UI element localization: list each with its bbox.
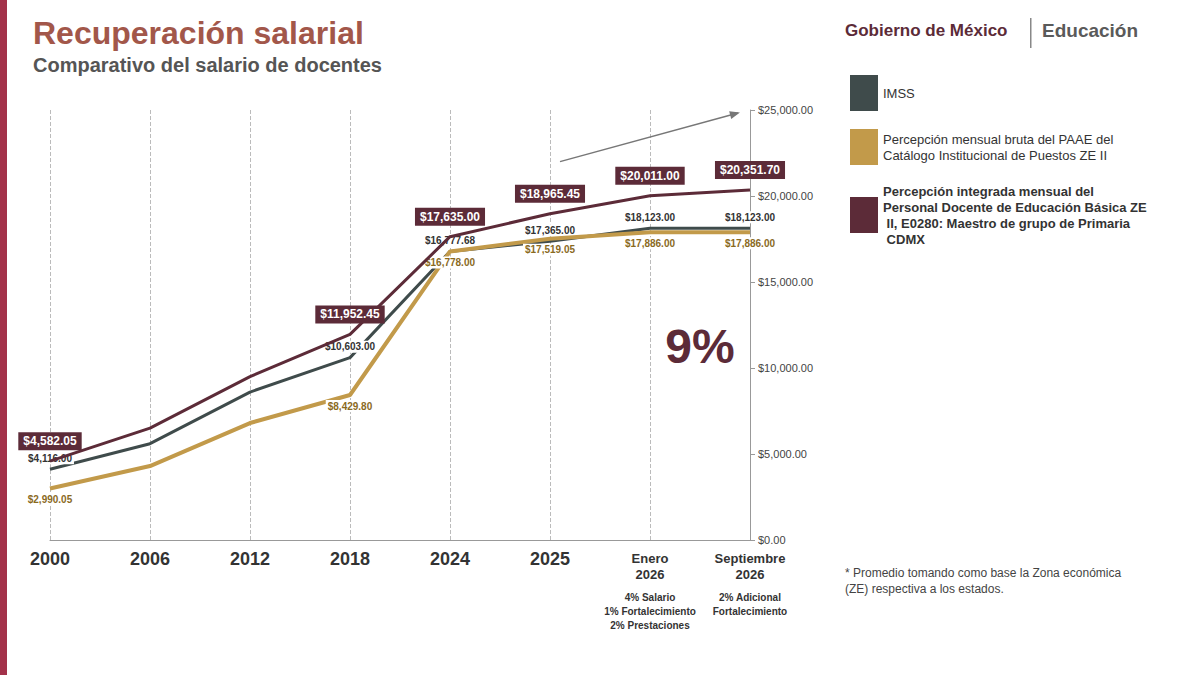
- svg-text:$0.00: $0.00: [758, 534, 786, 546]
- svg-text:$16,778.00: $16,778.00: [425, 257, 475, 268]
- svg-text:2026: 2026: [636, 567, 665, 582]
- svg-text:2018: 2018: [330, 549, 370, 569]
- svg-text:Percepción integrada mensual d: Percepción integrada mensual del: [883, 184, 1098, 199]
- svg-text:Comparativo del salario de doc: Comparativo del salario de docentes: [33, 54, 382, 76]
- svg-text:$8,429.80: $8,429.80: [328, 401, 373, 412]
- svg-text:2006: 2006: [130, 549, 170, 569]
- svg-text:$20,011.00: $20,011.00: [620, 169, 680, 183]
- svg-text:$17,519.05: $17,519.05: [525, 244, 575, 255]
- svg-text:$10,603.00: $10,603.00: [325, 341, 375, 353]
- svg-text:* Promedio tomando como base l: * Promedio tomando como base la Zona eco…: [845, 566, 1125, 580]
- svg-text:Fortalecimiento: Fortalecimiento: [713, 606, 787, 617]
- svg-text:$11,952.45: $11,952.45: [320, 307, 380, 321]
- svg-text:$18,123.00: $18,123.00: [725, 212, 775, 223]
- svg-text:2024: 2024: [430, 549, 470, 569]
- svg-text:2025: 2025: [530, 549, 570, 569]
- svg-text:$16,777.68: $16,777.68: [425, 234, 475, 246]
- svg-text:$4,116.00: $4,116.00: [28, 453, 72, 464]
- svg-text:Septiembre: Septiembre: [715, 551, 786, 566]
- svg-text:2026: 2026: [736, 567, 765, 582]
- svg-text:$17,365.00: $17,365.00: [525, 225, 575, 236]
- svg-text:(ZE) respectiva a los estados.: (ZE) respectiva a los estados.: [845, 582, 1004, 596]
- svg-text:$25,000.00: $25,000.00: [758, 104, 813, 116]
- svg-text:$17,635.00: $17,635.00: [420, 210, 480, 224]
- svg-text:4% Salario: 4% Salario: [625, 592, 676, 603]
- svg-text:2000: 2000: [30, 549, 70, 569]
- svg-text:9%: 9%: [665, 320, 734, 373]
- svg-text:$18,965.45: $18,965.45: [520, 187, 580, 201]
- svg-text:$5,000.00: $5,000.00: [758, 448, 807, 460]
- svg-text:CDMX: CDMX: [883, 232, 925, 247]
- svg-text:Recuperación salarial: Recuperación salarial: [33, 15, 364, 51]
- svg-text:$20,000.00: $20,000.00: [758, 190, 813, 202]
- svg-text:2012: 2012: [230, 549, 270, 569]
- svg-text:$10,000.00: $10,000.00: [758, 362, 813, 374]
- svg-text:Percepción mensual bruta del P: Percepción mensual bruta del PAAE del: [883, 132, 1117, 147]
- svg-text:$15,000.00: $15,000.00: [758, 276, 813, 288]
- svg-text:Educación: Educación: [1042, 20, 1138, 41]
- svg-text:$2,990.05: $2,990.05: [28, 494, 73, 505]
- svg-text:1% Fortalecimiento: 1% Fortalecimiento: [604, 606, 696, 617]
- svg-text:Gobierno de México: Gobierno de México: [845, 21, 1007, 40]
- svg-text:II, E0280: Maestro de grupo de: II, E0280: Maestro de grupo de Primaria: [883, 216, 1131, 231]
- svg-text:$4,582.05: $4,582.05: [23, 434, 77, 448]
- svg-text:2% Prestaciones: 2% Prestaciones: [610, 620, 690, 631]
- svg-text:$20,351.70: $20,351.70: [720, 163, 780, 177]
- svg-text:$18,123.00: $18,123.00: [625, 212, 675, 223]
- svg-text:Catálogo Institucional de Pues: Catálogo Institucional de Puestos ZE II: [883, 148, 1107, 163]
- svg-text:Enero: Enero: [632, 551, 669, 566]
- svg-text:$17,886.00: $17,886.00: [625, 238, 675, 249]
- svg-text:IMSS: IMSS: [883, 86, 915, 101]
- svg-text:Personal Docente de Educación: Personal Docente de Educación Básica ZE: [883, 200, 1147, 215]
- svg-text:$17,886.00: $17,886.00: [725, 238, 775, 249]
- svg-text:2% Adicional: 2% Adicional: [719, 592, 781, 603]
